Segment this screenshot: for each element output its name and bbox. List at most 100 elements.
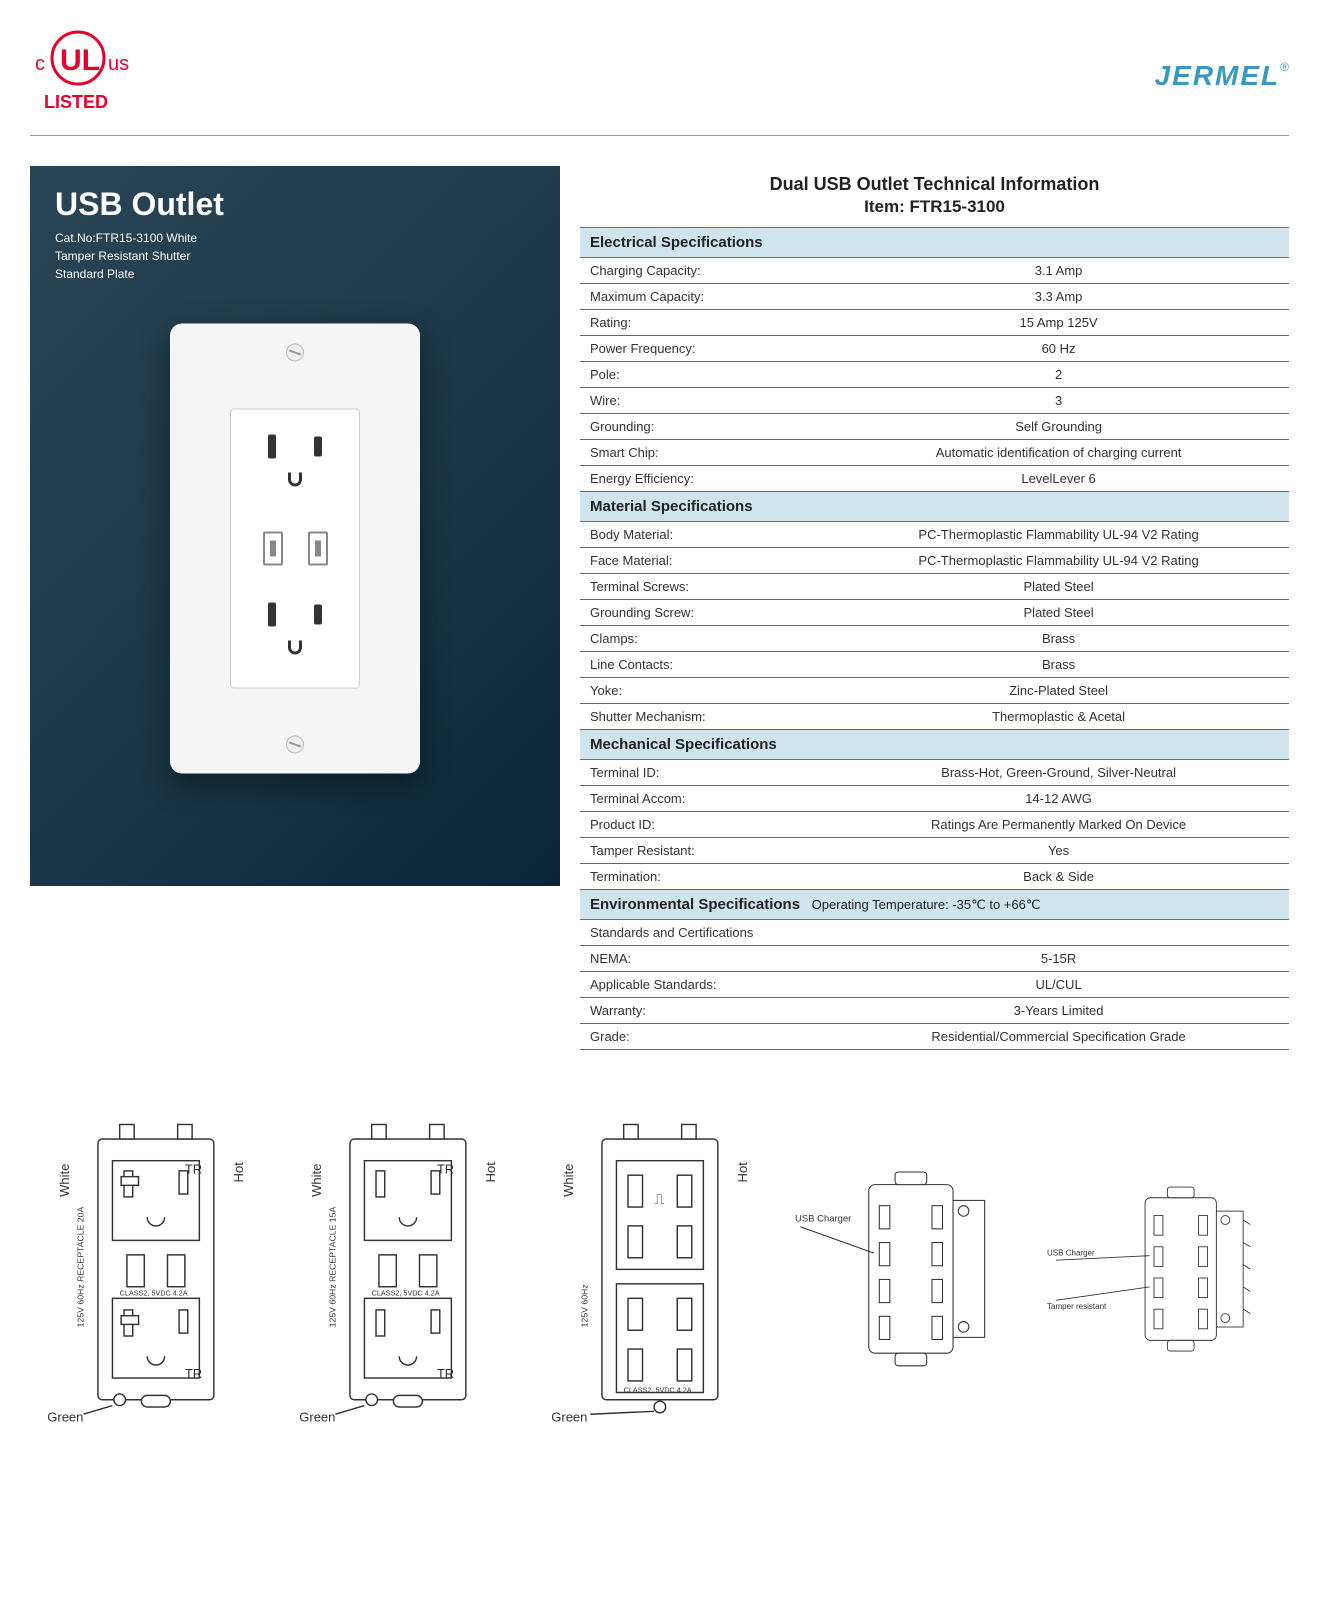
spec-row: Clamps:Brass [580,626,1289,652]
usb-port-icon [308,532,328,566]
svg-text:USB Charger: USB Charger [1047,1249,1095,1258]
spec-row: Charging Capacity:3.1 Amp [580,258,1289,284]
spec-value: 3.1 Amp [828,258,1289,284]
svg-text:Hot: Hot [734,1162,749,1183]
diagram-row: TR CLASS2, 5VDC 4.2A TR White Hot 125V 6… [30,1110,1289,1429]
spec-label: Product ID: [580,812,828,838]
spec-label: Tamper Resistant: [580,838,828,864]
svg-text:TR: TR [437,1162,454,1177]
spec-label: Terminal Screws: [580,574,828,600]
spec-label: Charging Capacity: [580,258,828,284]
spec-row: Warranty:3-Years Limited [580,998,1289,1024]
usb-port-icon [263,532,283,566]
svg-text:White: White [57,1164,72,1197]
diagram-side-tamper: USB Charger Tamper resistant [1047,1110,1279,1429]
spec-row: Applicable Standards:UL/CUL [580,972,1289,998]
svg-text:Tamper resistant: Tamper resistant [1047,1302,1107,1311]
ul-logo: c UL us LISTED [30,20,150,125]
spec-label: Face Material: [580,548,828,574]
svg-text:CLASS2, 5VDC 4.2A: CLASS2, 5VDC 4.2A [623,1386,691,1395]
svg-text:TR: TR [185,1366,202,1381]
spec-value: Ratings Are Permanently Marked On Device [828,812,1289,838]
spec-row: Terminal Accom:14-12 AWG [580,786,1289,812]
spec-row: Rating:15 Amp 125V [580,310,1289,336]
spec-label: Warranty: [580,998,828,1024]
svg-text:Green: Green [299,1409,335,1424]
section-header: Environmental Specifications Operating T… [580,890,1289,920]
section-subheader: Standards and Certifications [580,920,1289,946]
spec-row: Maximum Capacity:3.3 Amp [580,284,1289,310]
spec-value: Back & Side [828,864,1289,890]
outlet-face [230,409,360,689]
spec-row: Smart Chip:Automatic identification of c… [580,440,1289,466]
spec-value: PC-Thermoplastic Flammability UL-94 V2 R… [828,522,1289,548]
usb-ports [250,529,340,569]
spec-row: Line Contacts:Brass [580,652,1289,678]
spec-row: Tamper Resistant:Yes [580,838,1289,864]
screw-icon [286,344,304,362]
spec-label: Shutter Mechanism: [580,704,828,730]
spec-row: Yoke:Zinc-Plated Steel [580,678,1289,704]
svg-text:TR: TR [437,1366,454,1381]
spec-value: 2 [828,362,1289,388]
svg-text:Hot: Hot [231,1162,246,1183]
spec-row: NEMA:5-15R [580,946,1289,972]
spec-value: Thermoplastic & Acetal [828,704,1289,730]
spec-row: Termination:Back & Side [580,864,1289,890]
spec-label: Wire: [580,388,828,414]
spec-row: Body Material:PC-Thermoplastic Flammabil… [580,522,1289,548]
diagram-front-20a: TR CLASS2, 5VDC 4.2A TR White Hot 125V 6… [40,1110,272,1429]
section-header: Material Specifications [580,492,1289,522]
spec-label: Terminal Accom: [580,786,828,812]
spec-title: Dual USB Outlet Technical Information [580,174,1289,195]
product-image-panel: USB Outlet Cat.No:FTR15-3100 White Tampe… [30,166,560,886]
spec-label: Grade: [580,1024,828,1050]
svg-text:Green: Green [47,1409,83,1424]
section-header: Mechanical Specifications [580,730,1289,760]
svg-text:CLASS2, 5VDC 4.2A: CLASS2, 5VDC 4.2A [120,1288,188,1297]
spec-label: Body Material: [580,522,828,548]
spec-value: Zinc-Plated Steel [828,678,1289,704]
spec-label: Rating: [580,310,828,336]
spec-row: Shutter Mechanism:Thermoplastic & Acetal [580,704,1289,730]
screw-icon [286,736,304,754]
spec-row: Grounding Screw:Plated Steel [580,600,1289,626]
ul-c-text: c [35,53,45,75]
spec-value: 60 Hz [828,336,1289,362]
svg-text:125V 60Hz: 125V 60Hz [579,1284,589,1327]
spec-value: Plated Steel [828,574,1289,600]
svg-text:125V 60Hz RECEPTACLE 20A: 125V 60Hz RECEPTACLE 20A [75,1207,85,1328]
spec-value: 3-Years Limited [828,998,1289,1024]
spec-value: 5-15R [828,946,1289,972]
spec-label: Energy Efficiency: [580,466,828,492]
spec-value: 15 Amp 125V [828,310,1289,336]
spec-row: Grounding:Self Grounding [580,414,1289,440]
section-header: Electrical Specifications [580,228,1289,258]
spec-table: Electrical SpecificationsCharging Capaci… [580,227,1289,1050]
spec-value: Residential/Commercial Specification Gra… [828,1024,1289,1050]
spec-label: Applicable Standards: [580,972,828,998]
spec-label: Terminal ID: [580,760,828,786]
svg-text:White: White [309,1164,324,1197]
spec-label: Termination: [580,864,828,890]
spec-label: Smart Chip: [580,440,828,466]
spec-value: Brass [828,626,1289,652]
spec-label: Grounding: [580,414,828,440]
svg-text:TR: TR [185,1162,202,1177]
spec-label: Maximum Capacity: [580,284,828,310]
spec-value: Brass-Hot, Green-Ground, Silver-Neutral [828,760,1289,786]
spec-row: Product ID:Ratings Are Permanently Marke… [580,812,1289,838]
svg-text:LISTED: LISTED [44,92,108,112]
spec-row: Face Material:PC-Thermoplastic Flammabil… [580,548,1289,574]
product-feature1: Tamper Resistant Shutter [55,247,535,265]
spec-row: Terminal ID:Brass-Hot, Green-Ground, Sil… [580,760,1289,786]
spec-item: Item: FTR15-3100 [580,197,1289,217]
spec-label: Line Contacts: [580,652,828,678]
svg-text:Green: Green [551,1409,587,1424]
spec-label: Pole: [580,362,828,388]
ac-socket [250,593,340,673]
spec-value: 3.3 Amp [828,284,1289,310]
spec-label: Grounding Screw: [580,600,828,626]
spec-value: UL/CUL [828,972,1289,998]
page-header: c UL us LISTED JERMEL® [30,20,1289,136]
